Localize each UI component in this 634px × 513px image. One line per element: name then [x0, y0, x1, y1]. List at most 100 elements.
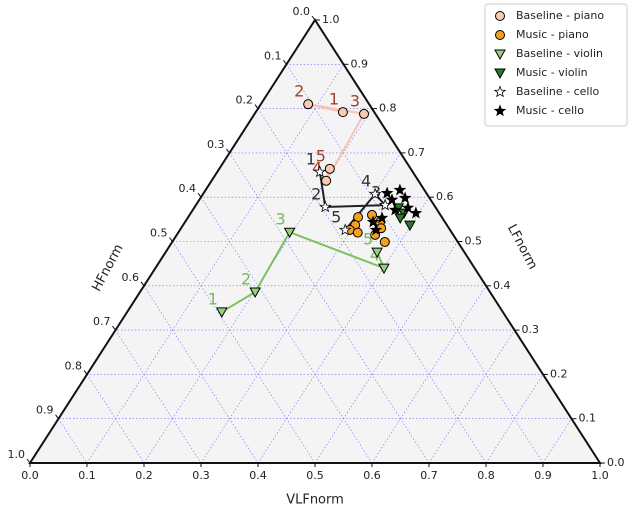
marker [378, 263, 390, 275]
x-tick-label: 0.2 [135, 469, 153, 482]
point-label: 5 [316, 146, 326, 165]
marker [388, 203, 402, 216]
marker [385, 193, 399, 206]
left-tick-label: 0.3 [207, 138, 225, 151]
right-tick-label: 0.5 [465, 235, 483, 248]
legend-label: Music - cello [516, 104, 584, 117]
legend [484, 3, 628, 127]
marker [366, 215, 380, 228]
point-label: 1 [329, 90, 339, 109]
tick [140, 281, 145, 287]
marker [375, 211, 389, 224]
marker [215, 307, 228, 318]
point-label: 1 [208, 289, 218, 308]
point-label: 2 [311, 184, 321, 203]
right-tick-label: 0.8 [379, 102, 397, 115]
legend-marker [495, 11, 505, 21]
tick [226, 148, 230, 154]
right-axis-label: LFnorm [504, 222, 540, 272]
grid-line [143, 285, 259, 464]
legend-marker [493, 85, 507, 98]
left-tick-label: 0.5 [150, 227, 168, 240]
right-tick-label: 0.4 [493, 279, 511, 292]
tick [254, 104, 259, 109]
marker [313, 165, 327, 178]
x-axis-label: VLFnorm [286, 493, 344, 508]
point-label: 3 [276, 210, 286, 229]
left-tick-label: 0.0 [293, 5, 311, 18]
right-tick-label: 0.1 [579, 412, 597, 425]
grid-line [200, 197, 373, 464]
point-label: 5 [363, 230, 373, 249]
legend-label: Music - piano [516, 28, 589, 41]
tick [26, 458, 31, 464]
x-tick-label: 0.4 [249, 469, 267, 482]
marker [318, 200, 332, 213]
marker [371, 247, 383, 259]
x-tick-label: 0.8 [477, 469, 495, 482]
point-label: 4 [361, 172, 371, 191]
point-label: 2 [241, 270, 251, 289]
x-tick-label: 0.1 [78, 469, 96, 482]
left-tick-label: 0.7 [93, 315, 111, 328]
legend-marker [493, 104, 507, 117]
left-tick-label: 0.4 [179, 182, 197, 195]
tick [283, 59, 287, 65]
marker [337, 107, 348, 118]
left-tick-label: 0.8 [65, 359, 83, 372]
left-tick-label: 0.1 [264, 49, 282, 62]
right-tick-label: 0.9 [351, 57, 369, 70]
right-tick-label: 1.0 [322, 13, 340, 26]
legend-marker [494, 68, 506, 80]
left-axis-label: HFnorm [89, 242, 126, 294]
point-label: 5 [331, 207, 341, 226]
x-tick-label: 0.0 [21, 469, 39, 482]
marker [393, 183, 407, 196]
grid-line [257, 108, 487, 464]
point-label: 1 [306, 149, 316, 168]
left-tick-label: 0.6 [122, 271, 140, 284]
marker [404, 220, 416, 232]
tick [112, 325, 116, 331]
marker [359, 108, 370, 119]
marker [394, 213, 407, 225]
grid-line [86, 374, 145, 464]
left-tick-label: 0.2 [236, 94, 254, 107]
legend-marker [495, 30, 505, 40]
marker [398, 191, 412, 204]
left-tick-label: 0.9 [36, 404, 54, 417]
marker [401, 201, 415, 214]
marker [321, 175, 332, 186]
x-tick-label: 0.6 [363, 469, 381, 482]
legend-marker [494, 49, 506, 61]
right-tick-label: 0.3 [522, 323, 540, 336]
marker [380, 186, 394, 199]
x-tick-label: 0.9 [534, 469, 552, 482]
marker [283, 227, 296, 239]
marker [379, 236, 390, 247]
tick [197, 192, 202, 198]
x-tick-label: 0.7 [420, 469, 438, 482]
marker [352, 227, 363, 238]
x-tick-label: 1.0 [591, 469, 609, 482]
marker [368, 187, 382, 200]
marker [409, 206, 423, 219]
marker [369, 223, 383, 236]
tick [83, 370, 88, 375]
point-label: 4 [370, 246, 380, 265]
x-tick-label: 0.5 [306, 469, 324, 482]
tick [55, 414, 59, 420]
marker [303, 99, 314, 110]
marker [324, 163, 335, 174]
legend-label: Baseline - piano [516, 9, 604, 22]
marker [367, 209, 377, 220]
right-tick-label: 0.0 [607, 456, 625, 469]
x-tick-label: 0.3 [192, 469, 210, 482]
right-tick-label: 0.7 [408, 146, 426, 159]
legend-label: Music - violin [516, 66, 588, 79]
point-label: 4 [312, 158, 322, 177]
left-tick-label: 1.0 [8, 448, 26, 461]
marker [249, 287, 261, 299]
right-tick-label: 0.2 [550, 367, 568, 380]
